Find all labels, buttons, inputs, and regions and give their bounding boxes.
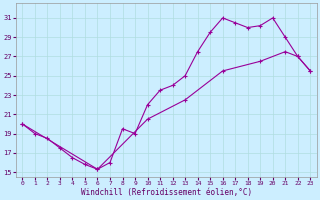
X-axis label: Windchill (Refroidissement éolien,°C): Windchill (Refroidissement éolien,°C) bbox=[81, 188, 252, 197]
